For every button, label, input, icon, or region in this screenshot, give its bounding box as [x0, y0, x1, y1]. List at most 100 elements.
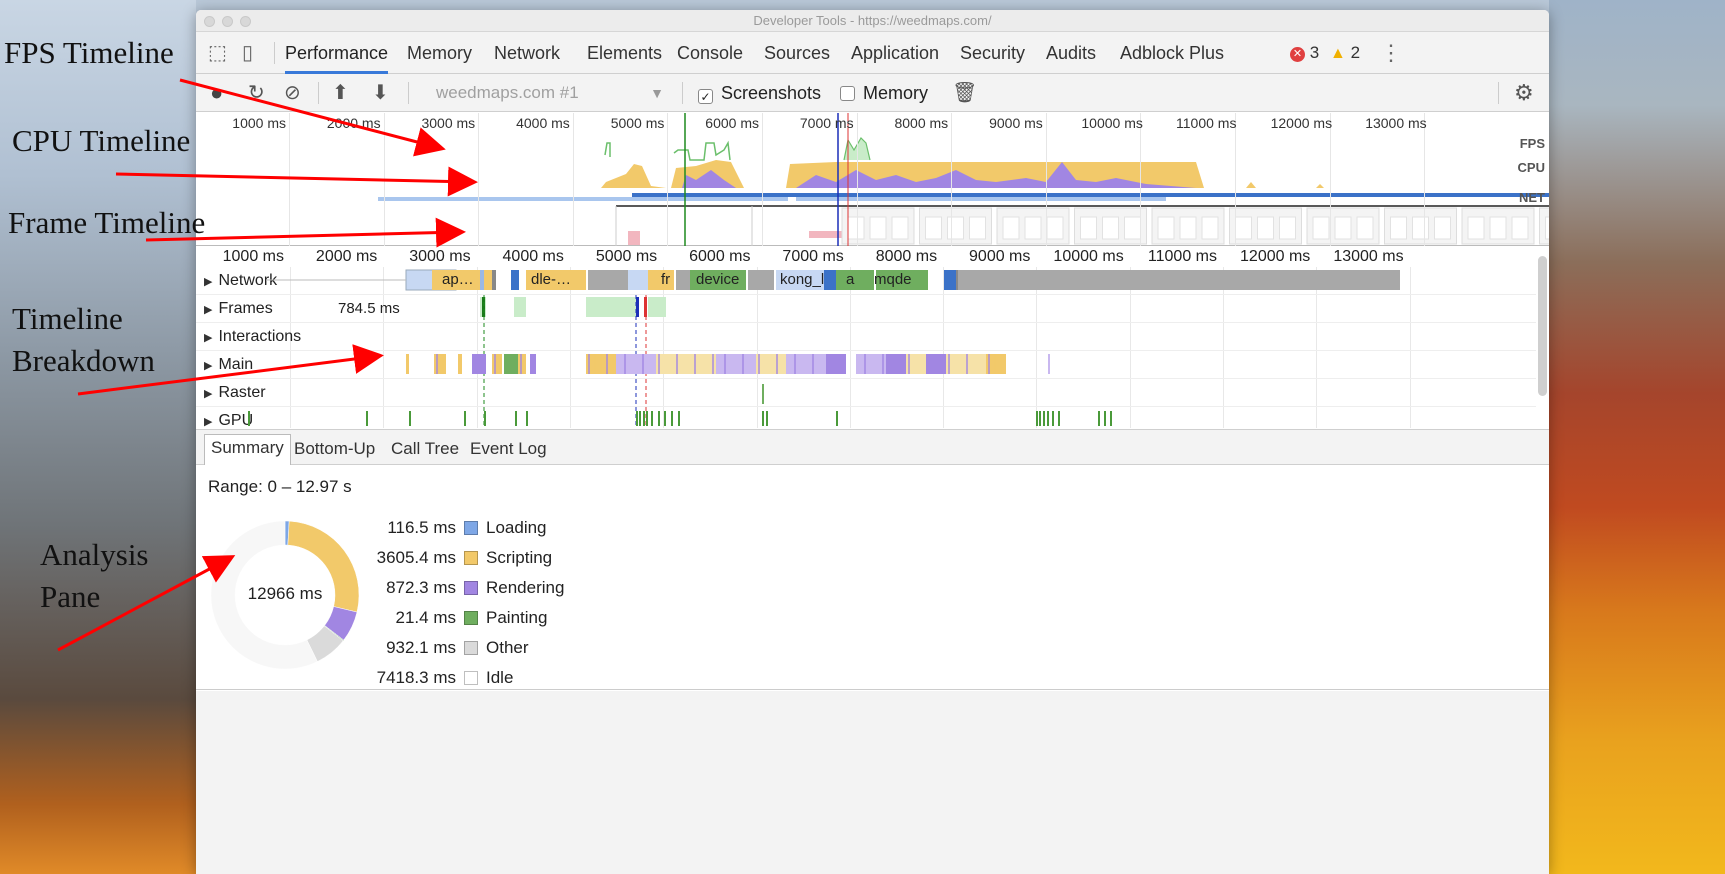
timeline-scrollbar[interactable]: [1538, 256, 1547, 396]
track-gpu[interactable]: ▶ GPU: [196, 407, 1536, 429]
timeline-gridline: [943, 267, 945, 428]
tab-memory[interactable]: Memory: [407, 43, 473, 63]
gpu-task: [766, 411, 768, 426]
overview-gridline: [1329, 113, 1331, 246]
overview-gridline: [572, 113, 574, 246]
timeline-gridline: [1409, 267, 1411, 428]
network-request-label[interactable]: ap…: [442, 271, 474, 288]
overview-gridline: [856, 113, 858, 246]
net-bar: [378, 197, 788, 201]
gpu-task: [651, 411, 653, 426]
gpu-task: [643, 411, 645, 426]
load-profile-icon[interactable]: ⬆: [332, 82, 349, 104]
fps-red-segment: [809, 231, 849, 238]
timeline-ruler: 1000 ms 2000 ms 3000 ms 4000 ms 5000 ms 6000 …: [196, 247, 1549, 267]
network-request-label[interactable]: mqde: [874, 271, 912, 288]
timeline-tick-label: 5000 ms: [595, 248, 658, 265]
save-profile-icon[interactable]: ⬇: [372, 82, 389, 104]
track-frames[interactable]: ▶ Frames: [196, 295, 1536, 323]
tab-elements[interactable]: Elements: [587, 43, 663, 63]
screenshot-thumbnails: [841, 207, 1549, 245]
gpu-task: [464, 411, 466, 426]
analysis-tabs: Summary Bottom-Up Call Tree Event Log: [196, 429, 1549, 465]
tab-security[interactable]: Security: [960, 43, 1026, 63]
overview-gridline: [667, 113, 669, 246]
network-request-label[interactable]: a: [846, 271, 855, 288]
track-network[interactable]: ▶ Network: [196, 267, 1536, 295]
tab-call-tree[interactable]: Call Tree: [391, 439, 460, 458]
timeline-gridline: [1223, 267, 1224, 428]
device-toolbar-icon[interactable]: ▯: [242, 42, 254, 64]
overview-tick-label: 1000 ms: [232, 115, 286, 131]
legend-row-scripting: 3605.4 ms Scripting: [346, 548, 646, 575]
track-label[interactable]: ▶ Frames: [204, 300, 273, 317]
warning-icon: ▲: [1330, 45, 1346, 62]
net-bar: [796, 197, 1166, 201]
error-count-badge[interactable]: ✕ 3: [1290, 32, 1319, 74]
main-thread-bars: [406, 354, 1050, 374]
close-window-button[interactable]: [204, 16, 215, 27]
network-request-label[interactable]: kong_l: [780, 271, 825, 288]
gpu-task: [671, 411, 673, 426]
main-thread-task: [406, 354, 409, 374]
track-label[interactable]: ▶ GPU: [204, 412, 254, 429]
cpu-graph: [601, 160, 1324, 188]
timeline-tick-label: 1000 ms: [222, 248, 284, 265]
timeline-overview[interactable]: 1000 ms 2000 ms 3000 ms 4000 ms 5000 ms 6000 …: [196, 113, 1549, 246]
tab-event-log[interactable]: Event Log: [470, 439, 547, 458]
tab-adblock-plus[interactable]: Adblock Plus: [1120, 43, 1225, 63]
timeline-tick-label: 4000 ms: [502, 248, 564, 265]
annotation-timeline-breakdown-2: Breakdown: [12, 343, 155, 378]
fps-line: [604, 142, 611, 157]
reload-record-icon[interactable]: ↻: [248, 82, 265, 104]
track-interactions[interactable]: ▶ Interactions: [196, 323, 1536, 351]
raster-bar: [762, 384, 764, 404]
timeline-tick-label: 12000 ms: [1240, 248, 1311, 265]
tab-network[interactable]: Network: [494, 43, 561, 63]
network-request-label[interactable]: fr: [661, 271, 671, 288]
timeline-breakdown[interactable]: 1000 ms 2000 ms 3000 ms 4000 ms 5000 ms 6000 …: [196, 247, 1549, 429]
tab-audits[interactable]: Audits: [1046, 43, 1097, 63]
desktop-background-right: [1549, 0, 1725, 874]
memory-checkbox[interactable]: Memory: [840, 74, 928, 112]
tab-console[interactable]: Console: [677, 43, 744, 63]
cpu-lane-label: CPU: [1517, 160, 1545, 175]
zoom-window-button[interactable]: [240, 16, 251, 27]
frame-duration-label: 784.5 ms: [338, 300, 400, 317]
trash-icon[interactable]: 🗑: [952, 82, 978, 104]
performance-toolbar: ● ↻ ⊘ ⬆ ⬇ weedmaps.com #1 ▼ ✓ Screenshots…: [196, 74, 1549, 112]
minimize-window-button[interactable]: [222, 16, 233, 27]
overview-tick-label: 5000 ms: [610, 115, 665, 131]
clear-icon[interactable]: ⊘: [284, 82, 301, 104]
inspect-element-icon[interactable]: ⬚: [208, 42, 227, 64]
overview-tick-label: 6000 ms: [705, 115, 759, 131]
profile-select[interactable]: weedmaps.com #1 ▼: [436, 78, 666, 108]
tab-performance[interactable]: Performance: [285, 32, 389, 74]
timeline-tick-label: 2000 ms: [315, 248, 378, 265]
screenshots-checkbox[interactable]: ✓ Screenshots: [698, 74, 821, 112]
track-label[interactable]: ▶ Network: [204, 272, 278, 289]
track-label[interactable]: ▶ Interactions: [204, 328, 302, 345]
timeline-gridline: [663, 267, 665, 428]
title-bar: Developer Tools - https://weedmaps.com/: [196, 10, 1549, 32]
gpu-task: [1098, 411, 1100, 426]
legend-row-idle: 7418.3 ms Idle: [346, 668, 646, 695]
legend-name: Scripting: [486, 548, 553, 567]
record-button[interactable]: ●: [210, 80, 224, 105]
tab-sources[interactable]: Sources: [764, 43, 831, 63]
network-bars: [266, 269, 1400, 291]
legend-swatch: [464, 671, 478, 685]
gear-icon[interactable]: ⚙: [1514, 80, 1534, 105]
more-options-icon[interactable]: ⋮: [1380, 40, 1402, 65]
tab-application[interactable]: Application: [851, 43, 940, 63]
net-lane-label: NET: [1519, 190, 1545, 205]
network-request-label[interactable]: dle-…: [531, 271, 572, 288]
expand-triangle-icon: ▶: [204, 332, 213, 344]
network-request-label[interactable]: device: [696, 271, 740, 288]
range-label: Range: 0 – 12.97 s: [208, 477, 352, 496]
warning-count-badge[interactable]: ▲ 2: [1330, 32, 1360, 75]
tab-summary[interactable]: Summary: [204, 434, 291, 465]
main-thread-task: [434, 354, 446, 374]
tab-bottom-up[interactable]: Bottom-Up: [294, 439, 376, 458]
overview-tick-label: 11000 ms: [1176, 115, 1237, 131]
